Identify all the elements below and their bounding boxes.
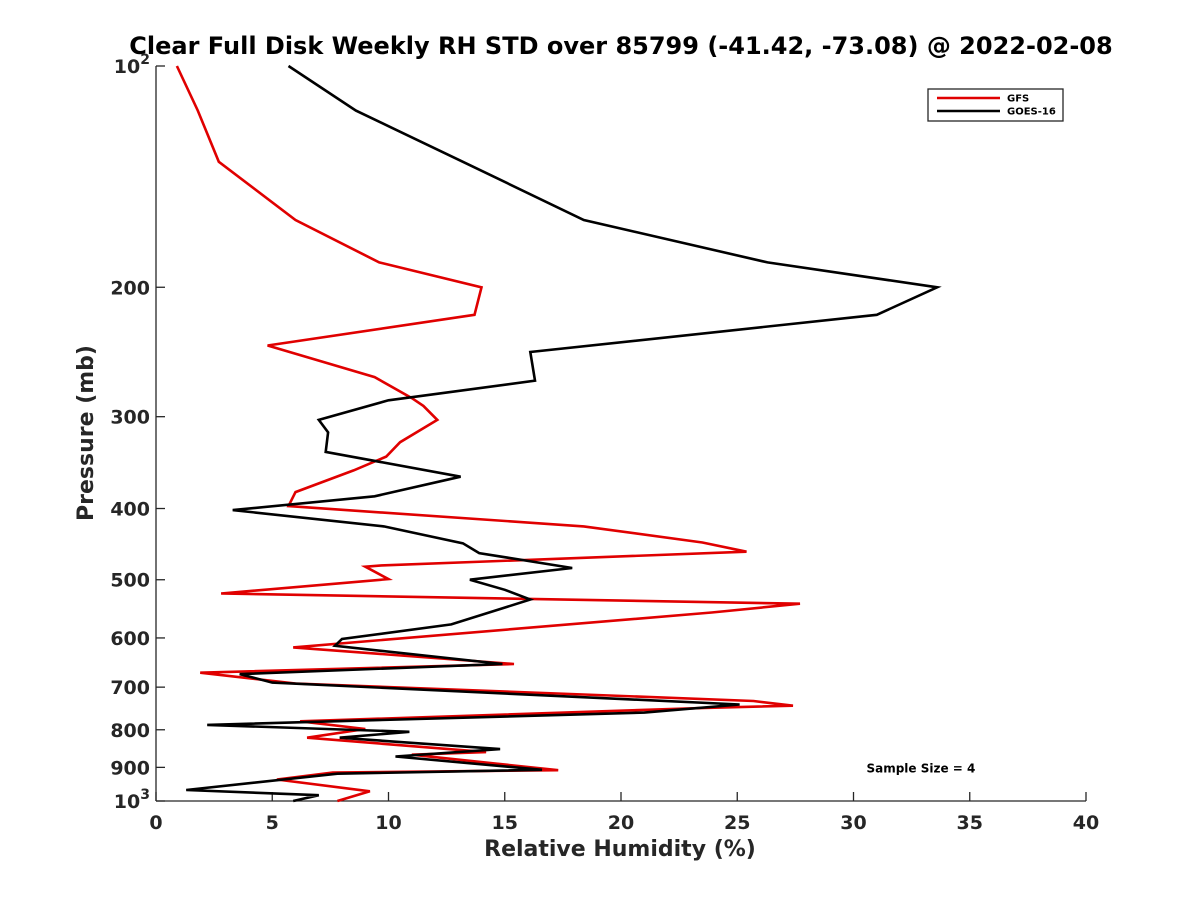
y-tick-label: 700 (110, 677, 150, 699)
x-tick-label: 0 (149, 812, 162, 834)
legend-box (927, 88, 1064, 122)
axes: 0 5 10 15 20 25 30 35 40102200300400500600700800… (110, 52, 1099, 834)
x-tick-label: 5 (266, 812, 279, 834)
x-tick-label: 25 (724, 812, 750, 834)
legend-label: GFS (1007, 94, 1029, 105)
x-axis-label: Relative Humidity (%) (484, 837, 756, 862)
y-tick-label: 102 (114, 52, 150, 78)
x-tick-label: 15 (492, 812, 518, 834)
y-axis-label: Pressure (mb) (74, 345, 99, 521)
y-tick-label: 300 (110, 407, 150, 429)
chart-title: Clear Full Disk Weekly RH STD over 85799… (129, 32, 1112, 60)
y-tick-label: 600 (110, 628, 150, 650)
legend: GFS GOES-16 (927, 88, 1064, 122)
series-line-goes-16 (186, 64, 942, 803)
y-tick-label: 200 (110, 277, 150, 299)
y-tick-label: 400 (110, 499, 150, 521)
annotations: Sample Size = 4 (866, 761, 975, 775)
y-tick-label: 103 (114, 787, 150, 813)
x-tick-label: 30 (840, 812, 866, 834)
x-tick-label: 20 (608, 812, 634, 834)
legend-label: GOES-16 (1007, 107, 1056, 118)
x-tick-label: 10 (375, 812, 401, 834)
y-tick-exponent: 2 (140, 52, 150, 68)
y-tick-base: 10 (114, 791, 140, 813)
y-tick-base: 10 (114, 56, 140, 78)
y-tick-label: 800 (110, 720, 150, 742)
series-line-gfs (175, 65, 801, 803)
y-tick-label: 900 (110, 757, 150, 779)
y-tick-label: 500 (110, 570, 150, 592)
series-lines (175, 64, 942, 803)
x-tick-label: 40 (1073, 812, 1099, 834)
y-tick-exponent: 3 (140, 787, 150, 803)
sample-size-annotation: Sample Size = 4 (866, 761, 975, 775)
x-tick-label: 35 (957, 812, 983, 834)
